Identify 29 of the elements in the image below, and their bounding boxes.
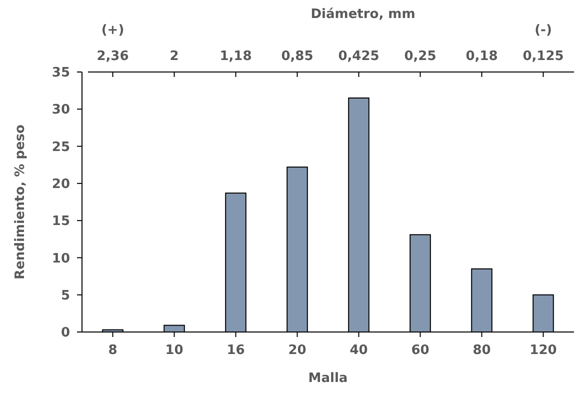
y-axis-title: Rendimiento, % peso bbox=[13, 124, 28, 280]
text: 0,125 bbox=[522, 49, 564, 64]
y-tick-label: 0 bbox=[60, 326, 70, 341]
x-tick-label: 80 bbox=[472, 343, 491, 358]
y-tick-label: 20 bbox=[52, 176, 70, 192]
text: 0,25 bbox=[404, 49, 436, 64]
y-tick-label: 35 bbox=[52, 66, 70, 81]
x2-axis-title: Diámetro, mm bbox=[310, 7, 416, 22]
text: 0,85 bbox=[281, 49, 314, 64]
x-tick-label: 8 bbox=[108, 343, 118, 358]
x-tick-label: 16 bbox=[226, 343, 245, 358]
y-tick-label: 25 bbox=[52, 140, 70, 155]
text: 0,425 bbox=[338, 49, 380, 64]
y-tick-label: 10 bbox=[52, 251, 70, 266]
y-tick-label: 5 bbox=[60, 288, 70, 304]
x-axis-title: Malla bbox=[308, 371, 348, 386]
text: 2 bbox=[170, 49, 179, 64]
text: 1,18 bbox=[220, 49, 252, 64]
x-tick-label: 10 bbox=[165, 343, 184, 358]
text: 0,18 bbox=[466, 49, 498, 64]
x-tick-label: 60 bbox=[411, 343, 430, 358]
text: (+) bbox=[101, 23, 124, 38]
y-tick-label: 30 bbox=[52, 102, 70, 118]
text: (-) bbox=[534, 23, 552, 38]
x-tick-label: 120 bbox=[530, 343, 557, 358]
y-tick-label: 15 bbox=[52, 214, 70, 230]
x-tick-label: 20 bbox=[288, 343, 306, 358]
text: 2,36 bbox=[96, 49, 129, 64]
x-tick-label: 40 bbox=[350, 343, 368, 358]
